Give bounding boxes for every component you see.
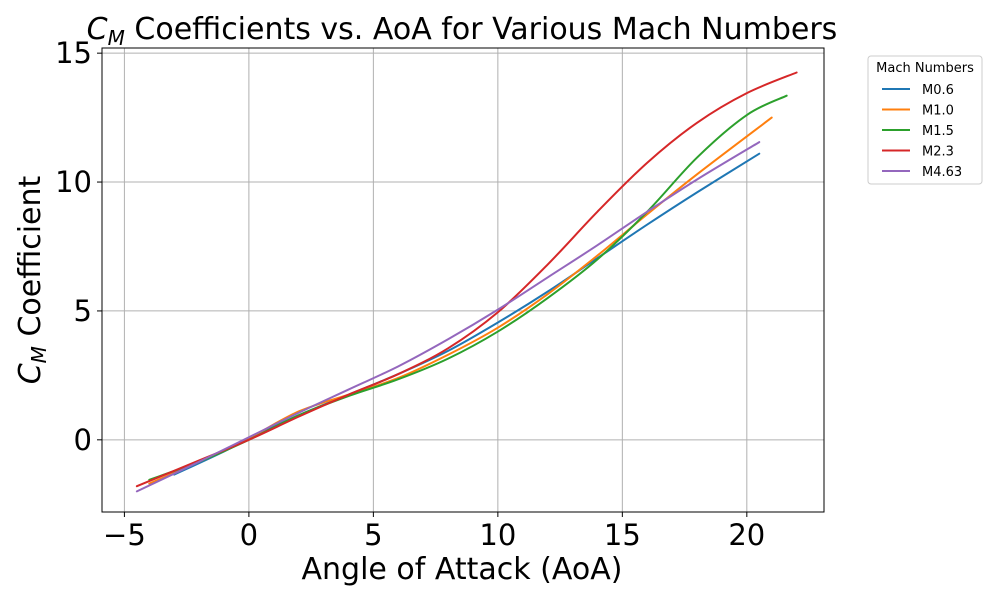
x-axis-label: Angle of Attack (AoA) <box>302 552 623 587</box>
title-symbol: C <box>87 12 108 47</box>
grid <box>102 48 824 512</box>
title-rest: Coefficients vs. AoA for Various Mach Nu… <box>125 12 837 47</box>
legend-label-m1-5: M1.5 <box>922 124 954 139</box>
y-tick-label: 15 <box>55 36 92 70</box>
chart-title: CM Coefficients vs. AoA for Various Mach… <box>87 12 838 50</box>
x-tick-label: 10 <box>479 518 516 552</box>
x-tick-label: 0 <box>240 518 258 552</box>
series-line-m1-5 <box>148 94 788 481</box>
legend-label-m4-63: M4.63 <box>922 165 962 180</box>
plot-frame <box>101 47 825 513</box>
y-tick-label: 10 <box>55 165 92 199</box>
legend-items: M0.6 M1.0 M1.5 M2.3 M4.63 <box>882 83 962 180</box>
y-label-symbol: C <box>13 363 48 384</box>
y-tick-label: 0 <box>74 423 92 457</box>
title-symbol-sub: M <box>108 26 125 50</box>
x-tick-label: 15 <box>604 518 641 552</box>
legend-label-m0-6: M0.6 <box>922 83 954 98</box>
legend-label-m1-0: M1.0 <box>922 104 954 119</box>
series-line-m1-0 <box>148 116 773 485</box>
series-layer <box>135 71 798 493</box>
series-line-m2-3 <box>135 71 798 488</box>
legend: Mach Numbers M0.6 M1.0 M1.5 M2.3 M4.63 <box>867 55 983 185</box>
series-line-m4-63 <box>135 141 761 493</box>
ticks: −5 0 5 10 15 20 0 5 10 15 <box>55 36 765 552</box>
y-label-symbol-sub: M <box>27 346 51 363</box>
x-tick-label: 5 <box>364 518 382 552</box>
x-tick-label: −5 <box>103 518 146 552</box>
legend-title: Mach Numbers <box>876 61 974 76</box>
y-tick-label: 5 <box>74 294 92 328</box>
series-line-m0-6 <box>173 152 761 476</box>
y-label-rest: Coefficient <box>13 175 48 346</box>
y-axis-label: CM Coefficient <box>13 175 51 384</box>
x-tick-label: 20 <box>728 518 765 552</box>
legend-label-m2-3: M2.3 <box>922 145 954 160</box>
